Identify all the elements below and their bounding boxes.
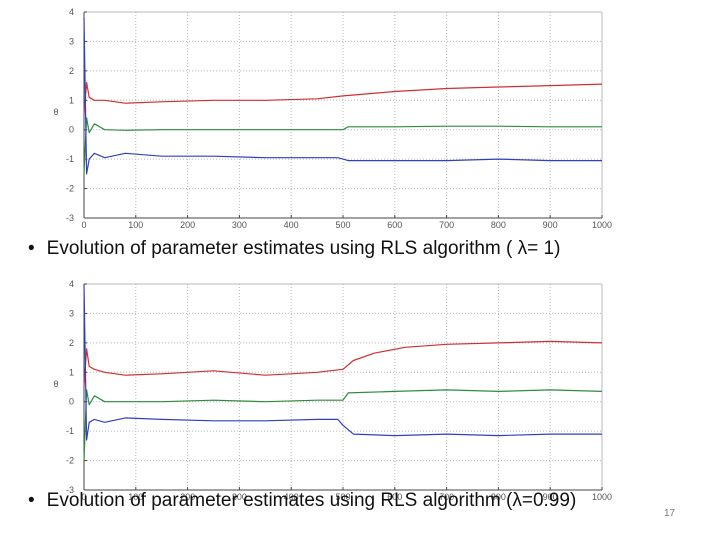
x-tick-label: 1000 — [592, 220, 612, 230]
x-tick-label: 300 — [232, 220, 247, 230]
x-tick-label: 400 — [284, 492, 299, 502]
y-tick-label: -1 — [66, 154, 74, 164]
x-tick-label: 900 — [543, 220, 558, 230]
y-tick-label: -2 — [66, 184, 74, 194]
x-tick-label: 800 — [491, 492, 506, 502]
caption-lambda-099: • Evolution of parameter estimates using … — [28, 490, 576, 512]
series-line-theta1 — [83, 340, 603, 388]
x-tick-label: 600 — [387, 492, 402, 502]
chart-svg-lambda-099: 4 3 2 1 0 -1 -2 -3 0 100 200 300 400 500 600 700 800 900 1… — [53, 279, 612, 504]
y-tick-label: 1 — [69, 367, 74, 377]
y-tick-label: -3 — [66, 485, 74, 495]
x-tick-label: 800 — [491, 220, 506, 230]
y-tick-label: 4 — [69, 7, 74, 17]
series-line-theta1 — [83, 81, 603, 116]
x-tick-label: 600 — [387, 220, 402, 230]
bullet-icon: • — [28, 490, 35, 511]
series-line-theta3 — [83, 17, 602, 175]
x-tick-label: 200 — [180, 220, 195, 230]
x-tick-label: 500 — [335, 220, 350, 230]
x-tick-label: 700 — [439, 492, 454, 502]
x-tick-label: 0 — [81, 220, 86, 230]
y-tick-label: -1 — [66, 426, 74, 436]
y-tick-label: -3 — [66, 213, 74, 223]
x-tick-label: 100 — [128, 220, 143, 230]
x-tick-label: 300 — [232, 492, 247, 502]
x-axis-label: t — [342, 502, 345, 504]
y-tick-label: 2 — [69, 66, 74, 76]
x-axis-label: t — [342, 230, 345, 232]
x-tick-label: 500 — [335, 492, 350, 502]
y-tick-label: 0 — [69, 397, 74, 407]
plot-lambda-099: 4 3 2 1 0 -1 -2 -3 0 100 200 300 400 500 600 700 800 900 1… — [0, 272, 720, 504]
y-axis-label: θ — [53, 379, 58, 389]
x-tick-label: 0 — [81, 492, 86, 502]
series-line-theta2 — [83, 117, 602, 174]
caption-text-1: Evolution of parameter estimates using R… — [46, 238, 561, 259]
y-tick-label: 2 — [69, 338, 74, 348]
x-tick-label: 1000 — [592, 492, 612, 502]
y-axis-label: θ — [53, 107, 58, 117]
chart-svg-lambda-1: 4 3 2 1 0 -1 -2 -3 0 100 200 300 400 500 600 700 800 900 1… — [53, 7, 612, 232]
y-tick-label: 4 — [69, 279, 74, 289]
plot-lambda-1: 4 3 2 1 0 -1 -2 -3 0 100 200 300 400 500 600 700 800 900 1… — [0, 0, 720, 232]
x-tick-label: 200 — [180, 492, 195, 502]
caption-text-2: Evolution of parameter estimates using R… — [46, 490, 577, 511]
x-tick-label: 100 — [128, 492, 143, 502]
page-number: 17 — [664, 508, 676, 519]
bullet-icon: • — [28, 238, 35, 259]
y-tick-label: 0 — [69, 125, 74, 135]
series-line-theta2 — [83, 389, 603, 461]
y-tick-label: 3 — [69, 308, 74, 318]
x-tick-label: 400 — [284, 220, 299, 230]
x-tick-label: 700 — [439, 220, 454, 230]
y-tick-label: 1 — [69, 95, 74, 105]
caption-lambda-1: • Evolution of parameter estimates using … — [28, 238, 560, 260]
y-tick-label: 3 — [69, 36, 74, 46]
x-tick-label: 900 — [543, 492, 558, 502]
y-tick-label: -2 — [66, 456, 74, 466]
series-line-theta3 — [83, 283, 602, 441]
